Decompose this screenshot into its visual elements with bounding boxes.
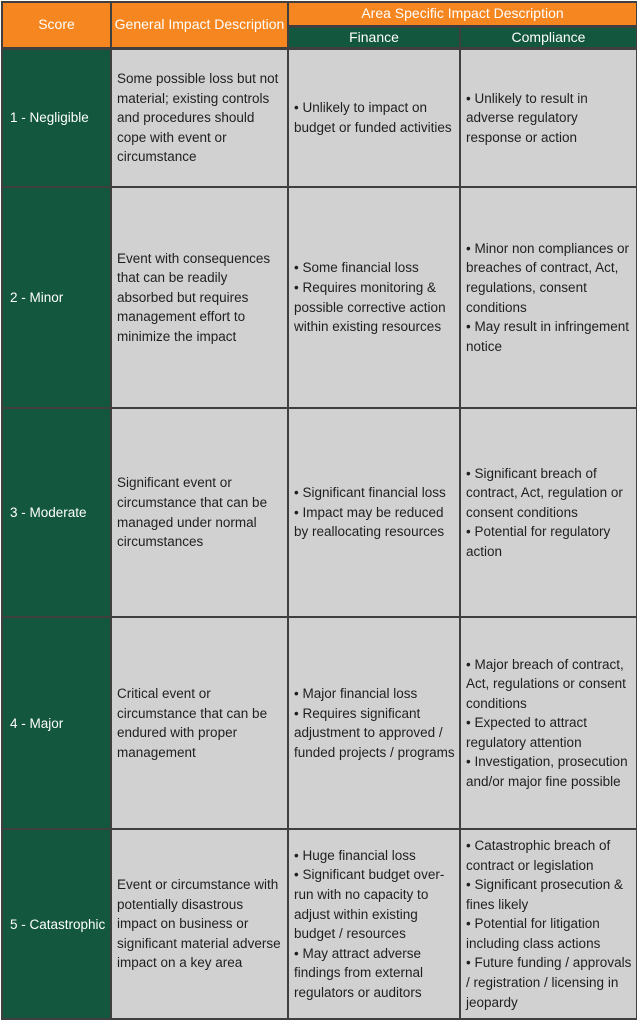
score-label: 2 - Minor <box>1 186 112 410</box>
general-description-cell: Some possible loss but not material; exi… <box>110 47 289 189</box>
score-label: 4 - Major <box>1 616 112 831</box>
header-finance: Finance <box>287 25 461 50</box>
score-label: 1 - Negligible <box>1 47 112 189</box>
header-compliance: Compliance <box>459 25 637 50</box>
general-description-cell: Event with consequences that can be read… <box>110 186 289 410</box>
table-row-minor: 2 - Minor Event with consequences that c… <box>1 186 637 410</box>
finance-impact-cell: • Some financial loss • Requires monitor… <box>287 186 461 410</box>
header-score: Score <box>1 0 112 50</box>
compliance-impact-cell: • Major breach of contract, Act, regulat… <box>459 616 637 831</box>
finance-impact-cell: • Major financial loss • Requires signif… <box>287 616 461 831</box>
general-description-cell: Critical event or circumstance that can … <box>110 616 289 831</box>
table-row-catastrophic: 5 - Catastrophic Event or circumstance w… <box>1 828 637 1021</box>
table-row-moderate: 3 - Moderate Significant event or circum… <box>1 407 637 619</box>
compliance-impact-cell: • Significant breach of contract, Act, r… <box>459 407 637 619</box>
score-label: 3 - Moderate <box>1 407 112 619</box>
compliance-impact-cell: • Unlikely to result in adverse regulato… <box>459 47 637 189</box>
finance-impact-cell: • Huge financial loss • Significant budg… <box>287 828 461 1021</box>
table-row-major: 4 - Major Critical event or circumstance… <box>1 616 637 831</box>
header-general-impact: General Impact Description <box>110 0 289 50</box>
header-area-specific: Area Specific Impact Description <box>287 0 637 28</box>
compliance-impact-cell: • Minor non compliances or breaches of c… <box>459 186 637 410</box>
compliance-impact-cell: • Catastrophic breach of contract or leg… <box>459 828 637 1021</box>
table-row-negligible: 1 - Negligible Some possible loss but no… <box>1 47 637 189</box>
finance-impact-cell: • Significant financial loss • Impact ma… <box>287 407 461 619</box>
score-label: 5 - Catastrophic <box>1 828 112 1021</box>
header-row-sub: Finance Compliance <box>2 25 637 50</box>
general-description-cell: Event or circumstance with potentially d… <box>110 828 289 1021</box>
header-row-top: Score General Impact Description Area Sp… <box>1 0 637 50</box>
finance-impact-cell: • Unlikely to impact on budget or funded… <box>287 47 461 189</box>
general-description-cell: Significant event or circumstance that c… <box>110 407 289 619</box>
